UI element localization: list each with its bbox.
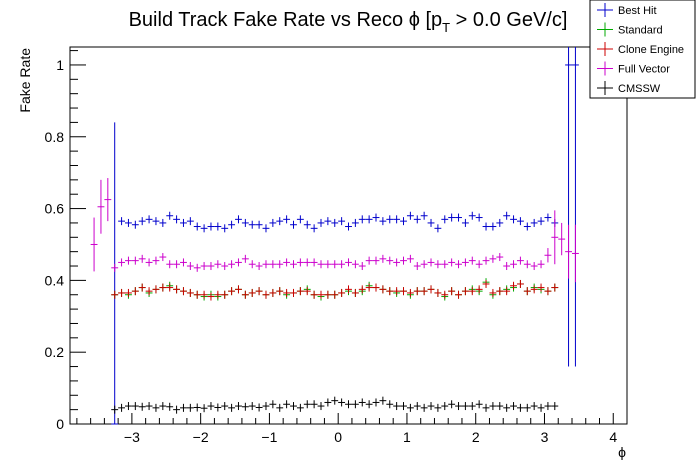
x-tick-label: 0 (334, 429, 342, 445)
x-axis-title: ϕ (618, 444, 626, 460)
series-best-hit (111, 47, 579, 425)
title-subscript: T (442, 20, 450, 35)
y-axis-title: Fake Rate (17, 48, 33, 113)
legend-label: Best Hit (618, 5, 657, 17)
y-tick-label: 1 (56, 57, 64, 73)
x-tick-label: 3 (541, 429, 549, 445)
y-tick-label: 0.8 (45, 129, 65, 145)
title-bracket: [p (420, 9, 442, 31)
y-tick-label: 0.6 (45, 201, 65, 217)
plot-frame (69, 46, 628, 425)
series-cmssw (111, 396, 559, 414)
title-phi: ϕ (409, 9, 420, 31)
legend-label: Standard (618, 25, 663, 37)
chart-title: Build Track Fake Rate vs Reco ϕ [pT > 0.… (129, 9, 568, 35)
x-tick-label: 4 (609, 429, 617, 445)
data-marks (90, 47, 579, 425)
x-tick-label: −2 (193, 429, 209, 445)
y-tick-label: 0.4 (45, 272, 65, 288)
x-tick-label: 2 (472, 429, 480, 445)
title-rest: > 0.0 GeV/c] (450, 9, 567, 31)
series-clone-engine (111, 279, 559, 301)
legend: Best Hit Standard Clone Engine Full Vector C… (589, 0, 696, 99)
legend-label: CMSSW (618, 83, 661, 95)
series-full-vector (90, 178, 579, 283)
legend-items: Best Hit Standard Clone Engine Full Vector C… (597, 3, 684, 95)
axis-ticks: −3 −2 −1 0 1 2 3 4 0 0.2 0.4 0.6 0.8 1 (45, 50, 628, 445)
x-tick-label: −3 (124, 429, 140, 445)
y-tick-label: 0 (56, 416, 64, 432)
x-tick-label: 1 (403, 429, 411, 445)
legend-label: Clone Engine (618, 44, 684, 56)
title-main: Build Track Fake Rate vs Reco (129, 9, 409, 31)
legend-label: Full Vector (618, 64, 670, 76)
x-tick-label: −1 (261, 429, 277, 445)
y-tick-label: 0.2 (45, 344, 65, 360)
